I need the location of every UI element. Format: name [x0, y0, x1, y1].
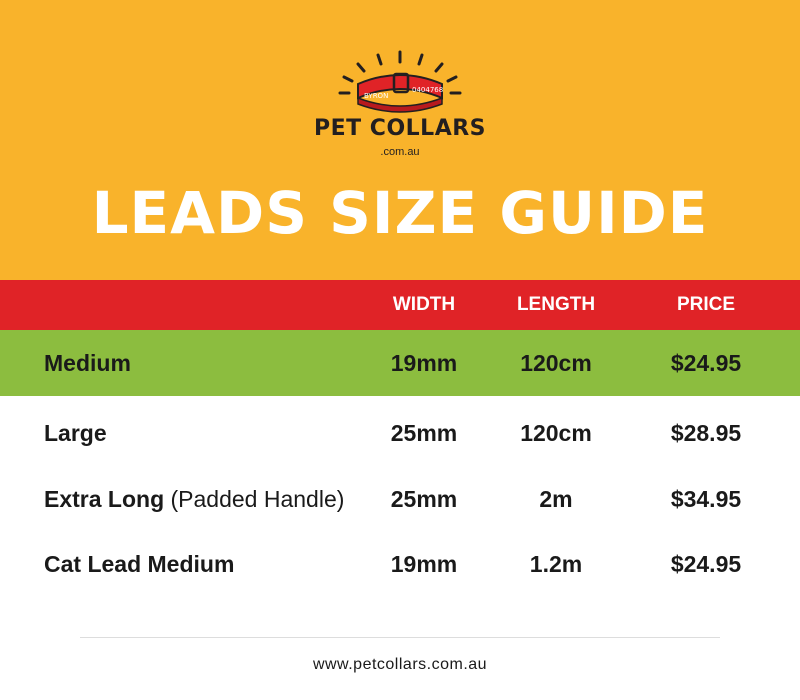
header-price: PRICE — [676, 294, 736, 315]
row-price: $34.95 — [670, 486, 742, 512]
row-name: Large — [44, 420, 107, 446]
header-length: LENGTH — [516, 294, 596, 315]
row-name: Extra Long (Padded Handle) — [44, 486, 345, 512]
row-length: 2m — [539, 486, 573, 512]
row-length: 120cm — [520, 420, 592, 446]
dog-collar-icon: BYRON 0404768 — [338, 50, 462, 113]
page-title: LEADS SIZE GUIDE — [91, 179, 709, 247]
row-width: 19mm — [390, 551, 458, 577]
row-length: 1.2m — [529, 551, 583, 577]
hero-banner: BYRON 0404768 PET COLLARS .com.au LEADS … — [0, 0, 800, 280]
footer-url-link[interactable]: www.petcollars.com.au — [312, 656, 488, 673]
table-row: Large 25mm 120cm $28.95 — [0, 400, 800, 466]
footer-divider — [80, 637, 720, 638]
row-width: 25mm — [390, 420, 458, 446]
row-name: Medium — [44, 350, 131, 376]
table-row: Cat Lead Medium 19mm 1.2m $24.95 — [0, 531, 800, 597]
brand-logo[interactable]: BYRON 0404768 PET COLLARS .com.au — [300, 44, 500, 164]
row-price: $24.95 — [670, 350, 742, 376]
row-width: 19mm — [390, 350, 458, 376]
row-name: Cat Lead Medium — [44, 551, 235, 577]
row-length: 120cm — [520, 350, 592, 376]
header-width: WIDTH — [392, 294, 456, 315]
row-price: $28.95 — [670, 420, 742, 446]
row-width: 25mm — [390, 486, 458, 512]
table-row: Extra Long (Padded Handle) 25mm 2m $34.9… — [0, 466, 800, 532]
row-price: $24.95 — [670, 551, 742, 577]
table-row: Medium 19mm 120cm $24.95 — [0, 330, 800, 396]
collar-text-right: 0404768 — [412, 86, 443, 94]
table-header — [0, 280, 800, 330]
collar-text-left: BYRON — [364, 92, 388, 100]
brand-name: PET COLLARS — [313, 116, 486, 141]
brand-domain: .com.au — [380, 146, 420, 158]
